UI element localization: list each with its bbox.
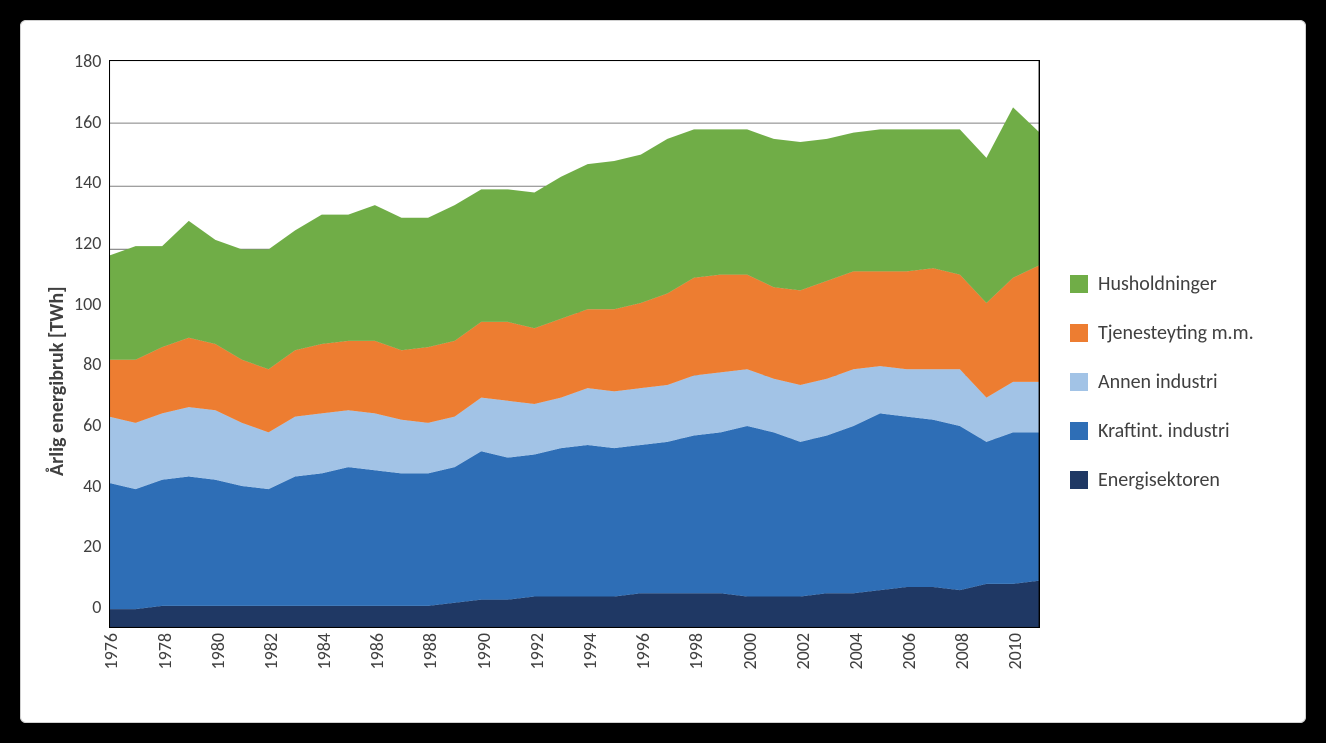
y-tick-label: 160	[74, 111, 101, 133]
x-tick-label: 1994	[579, 633, 601, 670]
x-tick-label: 2004	[845, 633, 867, 670]
x-tick-label: 1984	[313, 633, 335, 670]
y-tick-label: 20	[83, 535, 101, 557]
legend-swatch	[1070, 275, 1088, 293]
x-axis-ticks: 1976197819801982198419861988199019921994…	[109, 628, 1040, 703]
y-tick-label: 140	[74, 171, 101, 193]
legend-item: Tjenesteyting m.m.	[1070, 321, 1286, 345]
y-tick-label: 80	[83, 353, 101, 375]
x-tick-label: 1986	[366, 633, 388, 670]
legend-swatch	[1070, 422, 1088, 440]
x-tick-label: 1980	[207, 633, 229, 670]
y-axis-label: Årlig energibruk [TWh]	[40, 60, 74, 703]
x-tick-label: 1992	[526, 633, 548, 670]
stacked-area-svg	[109, 60, 1040, 628]
x-tick-label: 2002	[792, 633, 814, 670]
legend-label: Kraftint. industri	[1098, 419, 1230, 443]
x-tick-label: 2006	[898, 633, 920, 670]
x-tick-label: 2000	[739, 633, 761, 670]
legend-label: Energisektoren	[1098, 468, 1220, 492]
x-tick-label: 1990	[473, 633, 495, 670]
legend-label: Annen industri	[1098, 370, 1218, 394]
legend-swatch	[1070, 324, 1088, 342]
chart-wrap: Årlig energibruk [TWh] 18016014012010080…	[40, 60, 1286, 703]
x-tick-label: 1988	[419, 633, 441, 670]
plot-area: 1976197819801982198419861988199019921994…	[109, 60, 1040, 703]
y-tick-label: 0	[92, 596, 101, 618]
legend-label: Husholdninger	[1098, 272, 1217, 296]
legend-item: Energisektoren	[1070, 468, 1286, 492]
legend-label: Tjenesteyting m.m.	[1098, 321, 1254, 345]
y-tick-label: 100	[74, 293, 101, 315]
legend-item: Annen industri	[1070, 370, 1286, 394]
legend-swatch	[1070, 373, 1088, 391]
x-tick-label: 2010	[1004, 633, 1026, 670]
x-tick-label: 2008	[951, 633, 973, 670]
y-tick-label: 120	[74, 232, 101, 254]
chart-card: Årlig energibruk [TWh] 180 160 140 120 100 80…	[20, 20, 1306, 723]
legend-item: Husholdninger	[1070, 272, 1286, 296]
legend-item: Kraftint. industri	[1070, 419, 1286, 443]
x-tick-label: 1976	[100, 633, 122, 670]
y-axis-ticks: 180 160 140 120 100 80 60 40 20 0	[74, 50, 109, 703]
x-tick-label: 1982	[260, 633, 282, 670]
plot-zone: Årlig energibruk [TWh] 18016014012010080…	[40, 60, 1040, 703]
y-tick-label: 180	[74, 50, 101, 72]
x-tick-label: 1998	[685, 633, 707, 670]
legend-swatch	[1070, 471, 1088, 489]
chart-svg-holder	[109, 60, 1040, 628]
legend: Husholdninger Tjenesteyting m.m. Annen ind…	[1040, 60, 1286, 703]
x-tick-label: 1978	[154, 633, 176, 670]
y-tick-label: 60	[83, 414, 101, 436]
y-tick-label: 40	[83, 475, 101, 497]
x-tick-label: 1996	[632, 633, 654, 670]
